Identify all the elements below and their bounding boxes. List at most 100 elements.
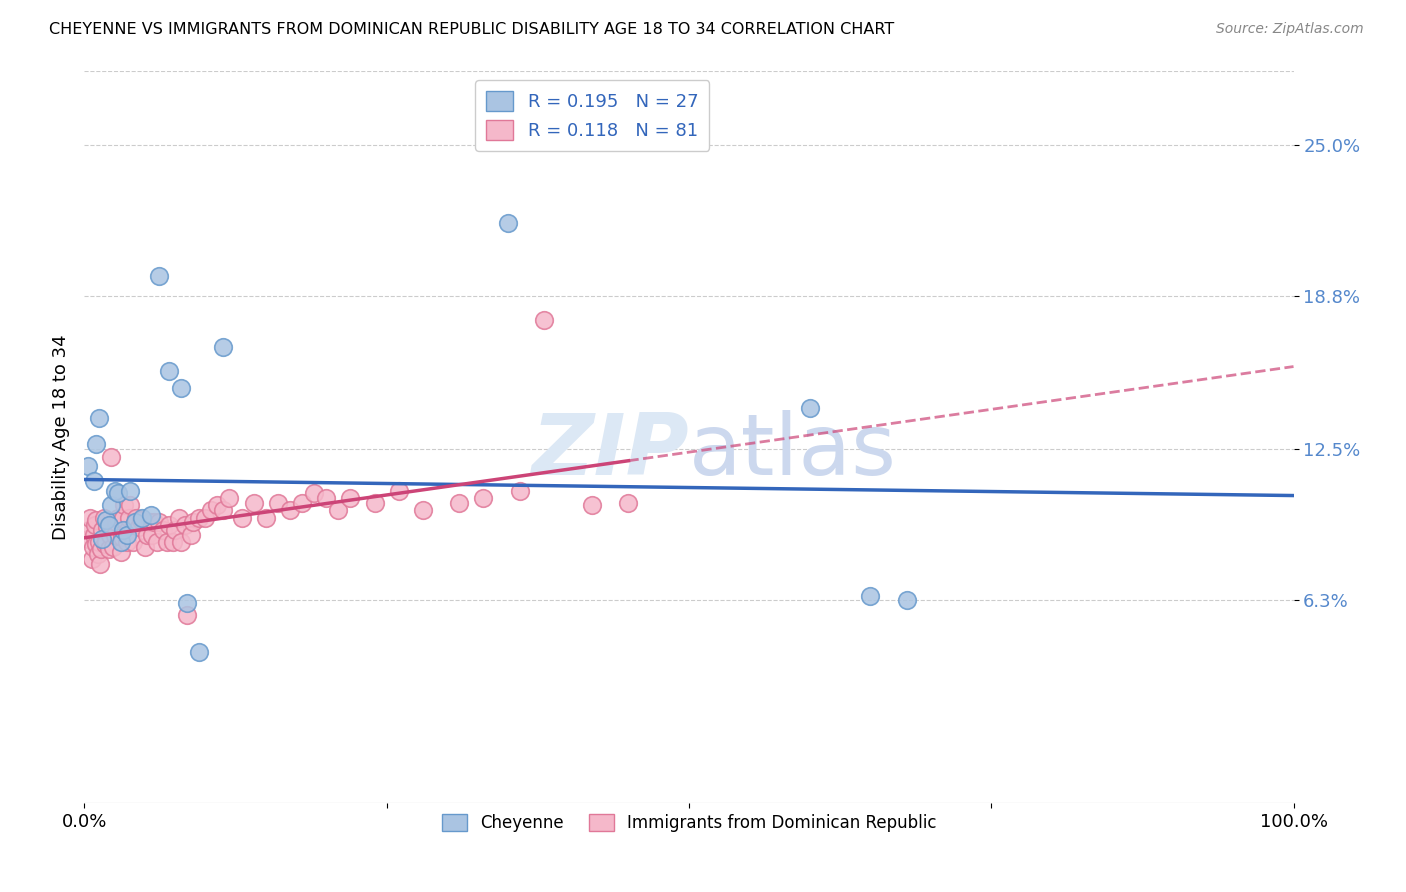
Point [157, 364, 180, 378]
Point [146, 535, 169, 549]
Point [80, 552, 103, 566]
Point [97, 517, 120, 532]
Point [363, 496, 385, 510]
Point [291, 496, 314, 510]
Point [104, 527, 127, 541]
Point [112, 499, 135, 513]
Point [104, 516, 127, 530]
Point [82, 540, 104, 554]
Point [509, 483, 531, 498]
Point [242, 496, 264, 510]
Point [124, 516, 146, 530]
Text: CHEYENNE VS IMMIGRANTS FROM DOMINICAN REPUBLIC DISABILITY AGE 18 TO 34 CORRELATI: CHEYENNE VS IMMIGRANTS FROM DOMINICAN RE… [49, 22, 894, 37]
Point [117, 523, 139, 537]
Point [94, 537, 117, 551]
Point [212, 340, 235, 354]
Point [472, 491, 495, 505]
Point [77, 533, 100, 547]
Point [231, 510, 253, 524]
Point [83, 527, 105, 541]
Point [128, 520, 150, 534]
Point [112, 510, 135, 524]
Point [107, 510, 129, 524]
Point [799, 401, 821, 415]
Point [167, 510, 190, 524]
Y-axis label: Disability Age 18 to 34: Disability Age 18 to 34 [52, 334, 70, 540]
Point [200, 503, 222, 517]
Point [254, 510, 277, 524]
Point [129, 513, 152, 527]
Point [165, 523, 187, 537]
Point [180, 527, 202, 541]
Point [194, 510, 217, 524]
Point [91, 523, 114, 537]
Point [339, 491, 361, 505]
Point [100, 499, 122, 513]
Point [188, 510, 211, 524]
Point [157, 517, 180, 532]
Point [581, 499, 603, 513]
Point [136, 527, 159, 541]
Point [120, 499, 142, 513]
Point [152, 523, 174, 537]
Point [148, 516, 170, 530]
Point [93, 510, 115, 524]
Legend: Cheyenne, Immigrants from Dominican Republic: Cheyenne, Immigrants from Dominican Repu… [434, 807, 943, 838]
Point [111, 530, 134, 544]
Point [91, 533, 114, 547]
Point [77, 523, 100, 537]
Point [176, 596, 198, 610]
Point [103, 540, 125, 554]
Point [155, 535, 177, 549]
Point [125, 510, 148, 524]
Point [218, 491, 240, 505]
Point [86, 437, 108, 451]
Point [100, 450, 122, 464]
Point [533, 313, 555, 327]
Point [388, 483, 411, 498]
Point [170, 535, 193, 549]
Point [87, 410, 110, 425]
Point [143, 516, 166, 530]
Point [207, 499, 229, 513]
Point [86, 537, 108, 551]
Point [315, 491, 337, 505]
Point [121, 535, 143, 549]
Point [104, 483, 127, 498]
Point [496, 215, 519, 229]
Point [134, 540, 156, 554]
Point [148, 269, 170, 284]
Text: Source: ZipAtlas.com: Source: ZipAtlas.com [1216, 22, 1364, 37]
Point [94, 535, 117, 549]
Point [87, 535, 110, 549]
Point [859, 589, 882, 603]
Point [896, 593, 918, 607]
Point [176, 608, 198, 623]
Point [617, 496, 640, 510]
Point [449, 496, 471, 510]
Point [115, 535, 138, 549]
Point [267, 496, 290, 510]
Point [86, 547, 108, 561]
Text: atlas: atlas [689, 410, 897, 493]
Point [107, 486, 129, 500]
Point [138, 516, 160, 530]
Point [84, 517, 107, 532]
Point [120, 483, 142, 498]
Text: ZIP: ZIP [531, 410, 689, 493]
Point [96, 520, 118, 534]
Point [77, 459, 100, 474]
Point [131, 510, 153, 524]
Point [212, 503, 235, 517]
Point [302, 486, 325, 500]
Point [173, 517, 195, 532]
Point [118, 510, 141, 524]
Point [141, 527, 163, 541]
Point [112, 523, 135, 537]
Point [86, 513, 108, 527]
Point [122, 517, 145, 532]
Point [90, 542, 112, 557]
Point [181, 516, 204, 530]
Point [110, 544, 132, 558]
Point [278, 503, 301, 517]
